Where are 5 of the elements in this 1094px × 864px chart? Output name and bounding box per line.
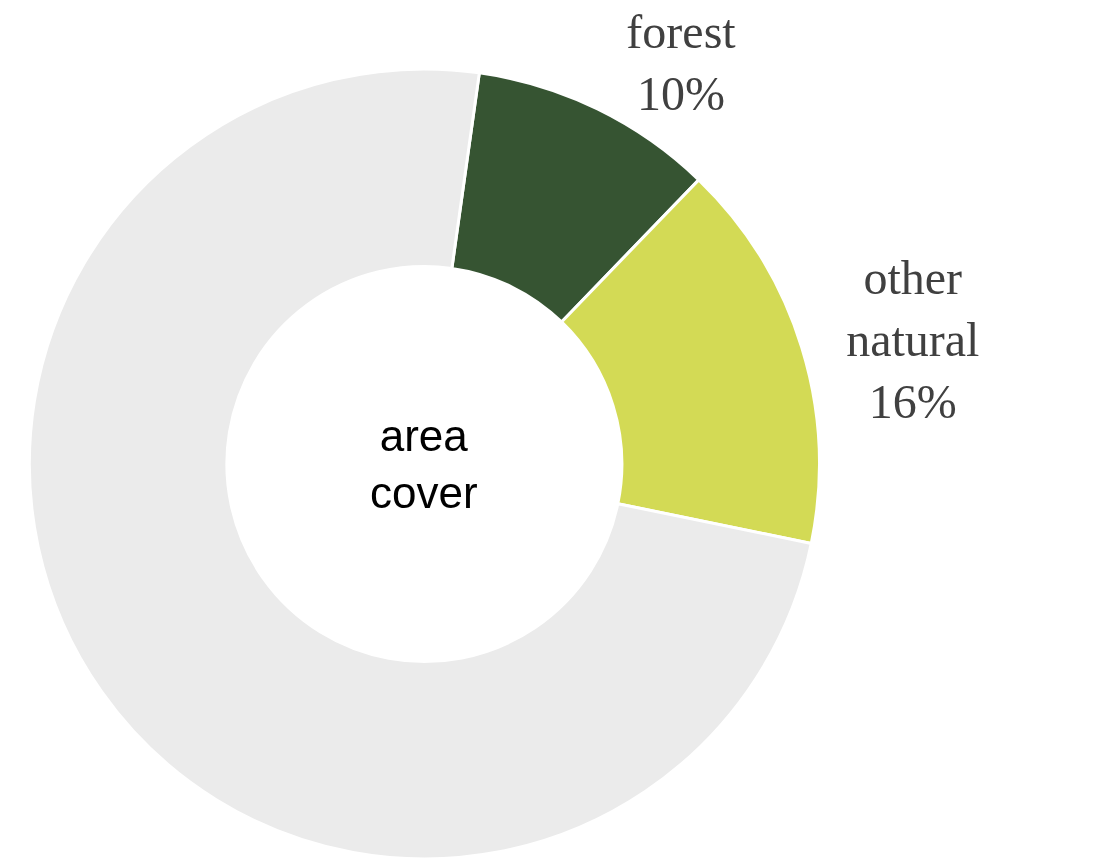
text: area cover [370,411,478,518]
data-label: 16% [868,375,957,429]
data-label: 10% [637,67,726,121]
slice-label: other natural [846,250,980,366]
slice-label: forest [626,4,737,58]
